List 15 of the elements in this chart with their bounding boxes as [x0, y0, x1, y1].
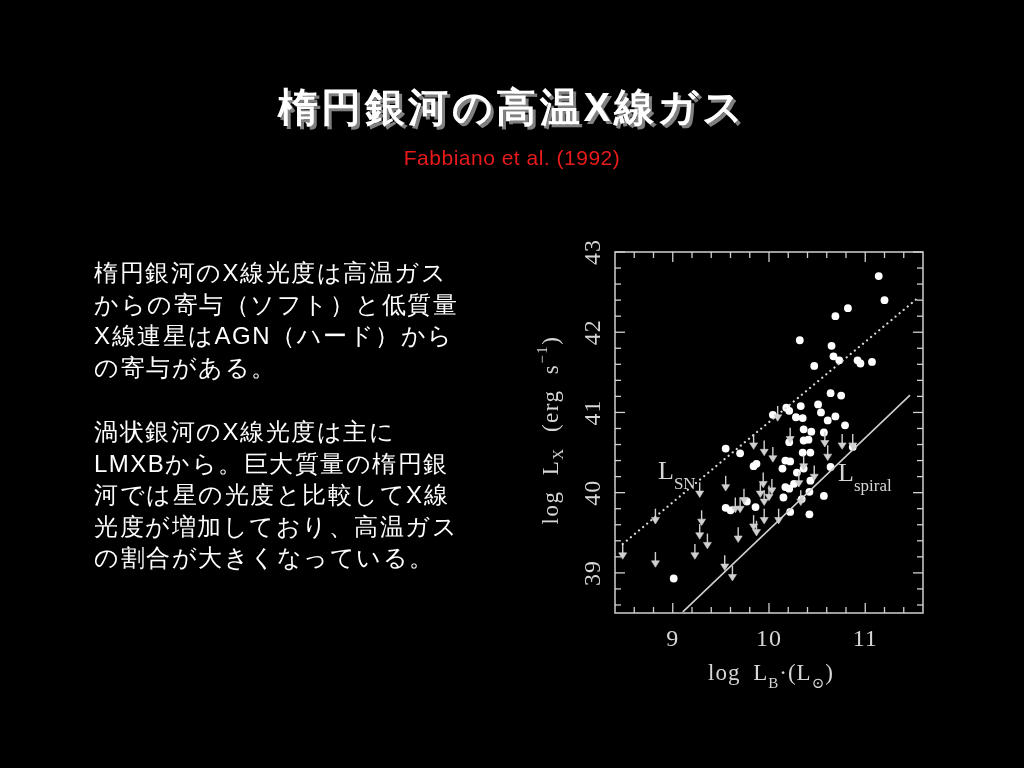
annotation: L$_{spiral}$: [838, 458, 892, 495]
chart-subtitle: Fabbiano et al. (1992): [402, 145, 622, 171]
text: 楕円銀河のX線光度は高温ガスからの寄与（ソフト）と低質量X線連星はAGN（ハード）からの寄与がある。: [94, 258, 459, 383]
chart-title: 楕円銀河の高温X線ガス: [276, 84, 748, 131]
x-axis-title: log L$_{B}$·(L$_{⊙}$): [708, 660, 834, 691]
x-tick-label: 9: [666, 625, 680, 651]
y-tick-label: 39: [579, 559, 605, 586]
x-tick-label: 10: [756, 625, 782, 651]
annotation: L$_{SN}$: [658, 456, 696, 493]
text: 渦状銀河のX線光度は主にLMXBから。巨大質量の楕円銀河では星の光度と比較してX線光度が増加しており、高温ガスの割合が大きくなっている。: [94, 417, 459, 573]
y-tick-label: 41: [579, 399, 605, 426]
y-tick-label: 43: [579, 239, 605, 265]
y-tick-label: 40: [579, 479, 605, 506]
y-tick-label: 42: [579, 319, 605, 346]
x-tick-label: 11: [852, 625, 878, 651]
